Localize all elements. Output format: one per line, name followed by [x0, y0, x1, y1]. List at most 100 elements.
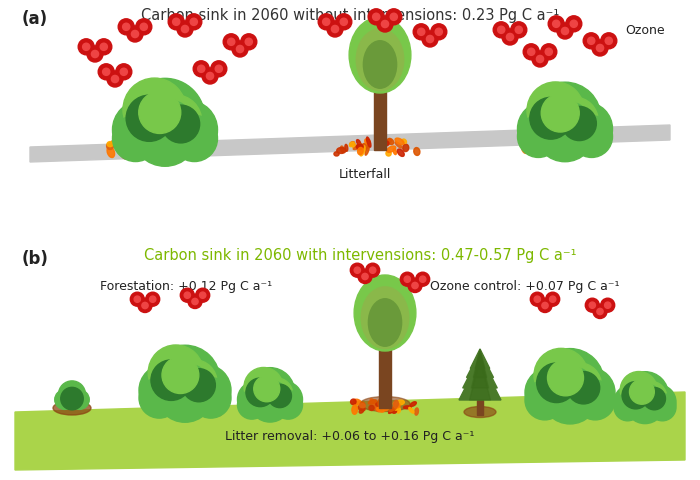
Ellipse shape [184, 138, 190, 146]
Circle shape [113, 115, 159, 162]
Circle shape [517, 102, 570, 156]
Circle shape [622, 372, 668, 419]
Ellipse shape [556, 404, 561, 409]
Ellipse shape [409, 408, 414, 413]
Circle shape [150, 345, 220, 415]
Ellipse shape [582, 408, 587, 414]
Circle shape [196, 288, 210, 302]
Circle shape [190, 378, 231, 418]
Circle shape [159, 100, 218, 159]
Circle shape [408, 278, 422, 292]
Ellipse shape [403, 406, 412, 409]
Circle shape [566, 16, 582, 32]
Circle shape [150, 296, 156, 302]
Circle shape [562, 107, 596, 141]
Ellipse shape [203, 147, 211, 154]
Ellipse shape [590, 406, 594, 411]
Circle shape [103, 68, 110, 75]
Circle shape [113, 100, 172, 159]
Ellipse shape [382, 139, 387, 144]
Text: Forestation: +0.12 Pg C a⁻¹: Forestation: +0.12 Pg C a⁻¹ [100, 280, 272, 293]
Circle shape [529, 82, 601, 155]
Circle shape [535, 101, 596, 162]
Circle shape [98, 64, 114, 80]
Circle shape [59, 381, 85, 408]
Ellipse shape [374, 404, 379, 407]
Circle shape [78, 39, 95, 55]
Circle shape [583, 33, 599, 49]
Ellipse shape [270, 405, 271, 410]
Circle shape [556, 363, 601, 408]
Ellipse shape [414, 147, 420, 156]
Ellipse shape [563, 144, 567, 150]
Ellipse shape [361, 287, 409, 348]
Ellipse shape [284, 408, 288, 413]
Circle shape [537, 363, 576, 403]
Ellipse shape [251, 406, 255, 409]
Circle shape [605, 302, 611, 308]
Ellipse shape [345, 144, 348, 151]
Circle shape [246, 378, 274, 407]
Circle shape [597, 308, 603, 315]
Ellipse shape [395, 142, 402, 148]
Polygon shape [15, 392, 685, 470]
Circle shape [601, 298, 615, 312]
Circle shape [237, 381, 274, 418]
Ellipse shape [545, 400, 595, 414]
Ellipse shape [204, 137, 211, 146]
Circle shape [551, 97, 598, 144]
Ellipse shape [540, 145, 547, 154]
Ellipse shape [285, 408, 287, 414]
Ellipse shape [358, 406, 365, 411]
Circle shape [127, 26, 143, 42]
Ellipse shape [391, 408, 397, 413]
Ellipse shape [206, 406, 214, 409]
Ellipse shape [533, 135, 540, 142]
Polygon shape [466, 351, 494, 377]
Ellipse shape [167, 405, 173, 411]
Ellipse shape [397, 407, 400, 413]
Circle shape [530, 97, 572, 139]
Bar [379, 341, 391, 408]
Ellipse shape [414, 408, 419, 415]
Ellipse shape [214, 401, 220, 406]
Ellipse shape [53, 401, 91, 415]
Ellipse shape [174, 152, 182, 157]
Circle shape [237, 391, 266, 419]
Circle shape [494, 22, 509, 38]
Ellipse shape [123, 136, 132, 144]
Circle shape [100, 43, 107, 50]
Ellipse shape [536, 138, 540, 142]
Ellipse shape [162, 147, 167, 154]
Ellipse shape [107, 146, 115, 157]
Ellipse shape [563, 142, 568, 147]
Ellipse shape [162, 144, 169, 150]
Ellipse shape [572, 403, 576, 410]
Ellipse shape [387, 138, 393, 144]
Circle shape [340, 18, 347, 25]
Circle shape [192, 299, 198, 305]
Circle shape [126, 95, 172, 141]
Ellipse shape [181, 150, 189, 156]
Circle shape [123, 78, 186, 141]
Circle shape [179, 364, 231, 416]
Ellipse shape [169, 142, 174, 147]
Ellipse shape [195, 403, 202, 408]
Ellipse shape [552, 404, 556, 411]
Ellipse shape [402, 144, 409, 152]
Ellipse shape [107, 142, 113, 147]
Ellipse shape [569, 143, 573, 147]
Ellipse shape [368, 299, 402, 346]
Circle shape [400, 272, 414, 286]
Ellipse shape [174, 148, 181, 158]
Circle shape [266, 381, 302, 418]
Circle shape [206, 72, 214, 80]
Polygon shape [459, 359, 501, 400]
Ellipse shape [397, 400, 405, 405]
Circle shape [146, 292, 160, 306]
Bar [477, 400, 483, 415]
Ellipse shape [169, 398, 174, 405]
Ellipse shape [544, 406, 552, 409]
Ellipse shape [173, 406, 179, 412]
Circle shape [188, 295, 202, 309]
